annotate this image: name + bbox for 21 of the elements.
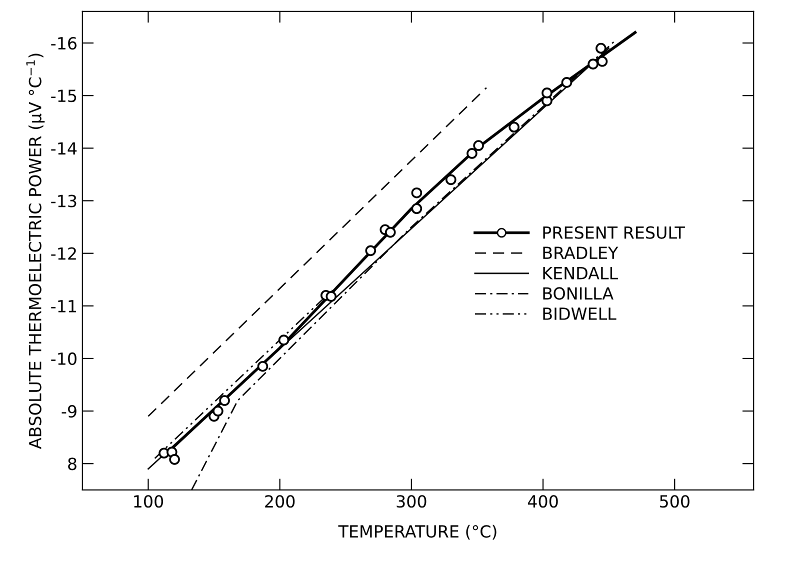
y-tick-label: -13 <box>51 194 76 208</box>
y-tick-label: -16 <box>51 36 77 50</box>
y-tick-label: -12 <box>51 247 76 260</box>
legend-label: BIDWELL <box>543 308 616 320</box>
y-tick-label: -14 <box>51 142 77 154</box>
x-tick-label: 400 <box>528 495 558 508</box>
legend-label: BRADLEY <box>543 246 618 259</box>
y-tick-label: 8 <box>68 458 76 470</box>
y-tick-label: -10 <box>51 352 76 366</box>
legend-label: KENDALL <box>543 267 618 280</box>
y-tick-label: -15 <box>51 90 76 102</box>
x-tick-label: 100 <box>134 495 164 508</box>
x-axis-title: TEMPERATURE (°C) <box>338 524 496 540</box>
y-axis-title: ABSOLUTE THERMOELECTRIC POWER (μV °C$^{−1}$) <box>26 54 45 449</box>
x-tick-label: 500 <box>660 495 690 508</box>
legend-label: BONILLA <box>543 287 614 300</box>
y-tick-label: -9 <box>62 405 76 418</box>
x-tick-label: 200 <box>265 495 295 508</box>
x-tick-label: 300 <box>396 495 426 508</box>
y-tick-label: -11 <box>51 300 76 312</box>
legend-label: PRESENT RESULT <box>543 226 685 239</box>
